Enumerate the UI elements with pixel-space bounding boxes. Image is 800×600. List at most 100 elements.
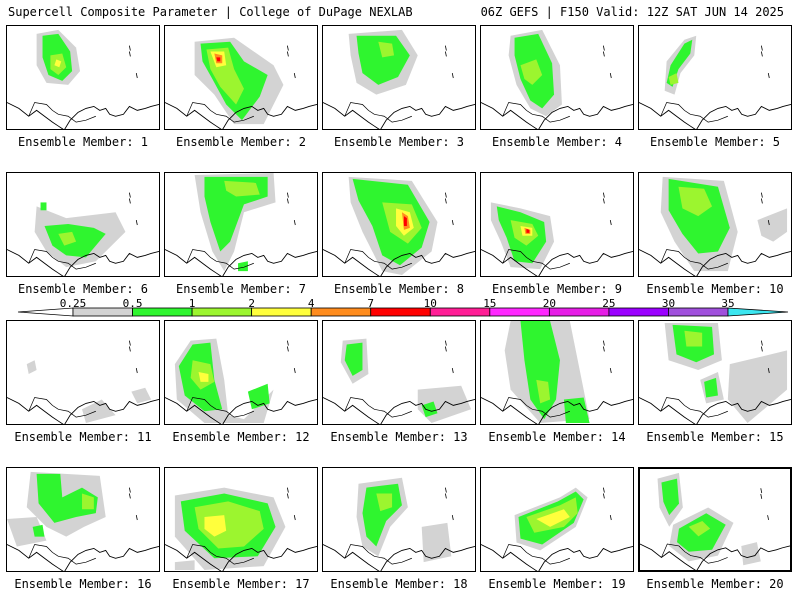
scp-contour-fill: [688, 520, 711, 537]
member-label-18: Ensemble Member: 18: [330, 577, 468, 591]
scp-field-map: [481, 321, 633, 424]
coastline: [323, 544, 475, 571]
island-mark: [135, 220, 138, 226]
member-map-panel-9[interactable]: [480, 172, 634, 277]
member-map-panel-11[interactable]: [6, 320, 160, 425]
member-map-panel-5[interactable]: [638, 25, 792, 130]
member-label-13: Ensemble Member: 13: [330, 430, 468, 444]
island-mark: [445, 493, 447, 499]
scp-contour-fill: [198, 372, 209, 382]
coastline: [323, 397, 475, 424]
scp-contour-fill: [40, 202, 47, 211]
border-line: [186, 249, 254, 270]
border-line: [28, 249, 96, 270]
member-map-panel-7[interactable]: [164, 172, 318, 277]
island-mark: [287, 493, 289, 499]
member-map-panel-10[interactable]: [638, 172, 792, 277]
coastline: [7, 249, 159, 276]
island-mark: [293, 368, 296, 374]
scp-field-map: [7, 29, 159, 129]
member-label-2: Ensemble Member: 2: [175, 135, 307, 149]
scp-field-map: [323, 338, 475, 424]
member-map-panel-12[interactable]: [164, 320, 318, 425]
island-mark: [287, 198, 289, 204]
scp-field-map: [481, 487, 633, 571]
island-mark: [287, 340, 289, 346]
scp-contour-fill: [356, 35, 410, 85]
member-map-panel-18[interactable]: [322, 467, 476, 572]
scp-contour-fill: [684, 330, 703, 347]
member-map-panel-8[interactable]: [322, 172, 476, 277]
scp-contour-fill: [224, 180, 260, 197]
scp-contour-fill: [7, 517, 47, 547]
scp-contour-fill: [727, 350, 788, 424]
island-mark: [603, 45, 605, 51]
colorbar-level-label: 35: [721, 297, 735, 310]
coastline: [481, 102, 633, 129]
scp-contour-fill: [194, 501, 264, 549]
member-map-panel-20[interactable]: [638, 467, 792, 572]
coastline: [165, 249, 317, 276]
colorbar-level-label: 15: [483, 297, 497, 310]
border-line: [661, 543, 728, 564]
member-label-3: Ensemble Member: 3: [333, 135, 465, 149]
island-mark: [767, 73, 770, 79]
colorbar-level-label: 1: [188, 297, 196, 310]
member-label-9: Ensemble Member: 9: [491, 282, 623, 296]
island-mark: [760, 488, 763, 494]
member-label-19: Ensemble Member: 19: [488, 577, 626, 591]
member-map-panel-14[interactable]: [480, 320, 634, 425]
island-mark: [603, 340, 605, 346]
scp-contour-fill: [344, 342, 363, 376]
border-line: [502, 102, 570, 123]
island-mark: [603, 346, 605, 352]
scp-contour-fill: [238, 261, 248, 272]
member-map-panel-13[interactable]: [322, 320, 476, 425]
island-mark: [129, 493, 131, 499]
island-mark: [445, 45, 447, 51]
member-map-panel-4[interactable]: [480, 25, 634, 130]
member-map-panel-3[interactable]: [322, 25, 476, 130]
island-mark: [129, 346, 131, 352]
scp-contour-fill: [204, 176, 268, 252]
coastline: [165, 397, 317, 424]
member-map-panel-2[interactable]: [164, 25, 318, 130]
island-mark: [293, 220, 296, 226]
scp-contour-fill: [563, 397, 590, 424]
scp-contour-fill: [36, 473, 98, 523]
island-mark: [287, 45, 289, 51]
island-mark: [287, 192, 289, 198]
run-valid-time: 06Z GEFS | F150 Valid: 12Z SAT JUN 14 20…: [480, 5, 784, 19]
colorbar-level-label: 2: [248, 297, 255, 310]
island-mark: [609, 368, 612, 374]
island-mark: [129, 192, 131, 198]
scp-contour-fill: [204, 515, 227, 537]
member-map-panel-16[interactable]: [6, 467, 160, 572]
border-line: [660, 249, 728, 270]
coastline: [323, 249, 475, 276]
member-map-panel-6[interactable]: [6, 172, 160, 277]
island-mark: [609, 220, 612, 226]
coastline: [640, 543, 790, 570]
coastline: [323, 102, 475, 129]
scp-field-map: [640, 472, 790, 570]
coastline: [481, 249, 633, 276]
scp-field-map: [481, 192, 633, 276]
island-mark: [135, 368, 138, 374]
border-line: [28, 544, 96, 565]
member-map-panel-15[interactable]: [638, 320, 792, 425]
scp-field-map: [639, 35, 791, 129]
island-mark: [603, 51, 605, 57]
coastline: [639, 397, 791, 424]
island-mark: [445, 192, 447, 198]
scp-contour-fill: [520, 321, 560, 420]
island-mark: [451, 515, 454, 521]
member-map-panel-1[interactable]: [6, 25, 160, 130]
border-line: [28, 397, 96, 418]
member-map-panel-19[interactable]: [480, 467, 634, 572]
member-map-panel-17[interactable]: [164, 467, 318, 572]
colorbar-over-triangle: [727, 307, 789, 317]
scp-contour-fill: [536, 509, 570, 527]
border-line: [28, 102, 96, 123]
border-line: [502, 397, 570, 418]
